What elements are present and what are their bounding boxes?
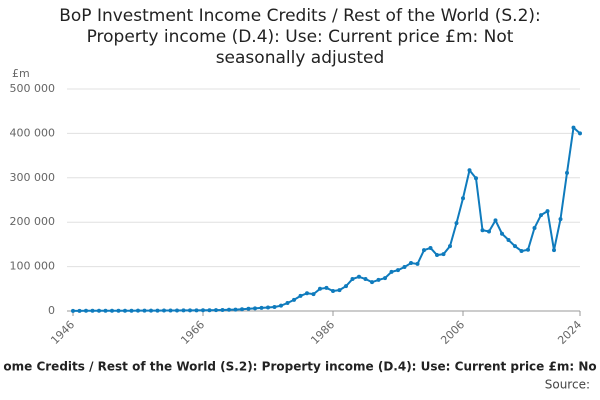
data-point	[142, 308, 147, 313]
x-tick-label: 1966	[178, 318, 207, 347]
y-tick-label: 400 000	[10, 126, 56, 139]
data-point	[350, 277, 355, 282]
data-point	[220, 307, 225, 312]
data-point	[84, 308, 88, 313]
x-tick-label: 2006	[438, 318, 467, 347]
x-tick-label: 1946	[48, 318, 77, 347]
data-point	[519, 249, 524, 254]
data-point	[233, 307, 238, 312]
data-point	[389, 269, 394, 274]
data-point	[279, 303, 283, 308]
data-point	[155, 308, 160, 313]
data-point	[428, 245, 433, 250]
data-point	[545, 209, 550, 214]
data-point	[90, 308, 95, 313]
data-point	[383, 276, 387, 281]
y-axis-label: £m	[12, 67, 30, 80]
data-point	[539, 213, 543, 218]
data-point	[253, 306, 257, 311]
data-point	[526, 247, 530, 252]
data-point	[422, 248, 426, 253]
data-point	[123, 308, 127, 313]
y-tick-label: 200 000	[10, 215, 56, 228]
data-point	[194, 308, 199, 313]
data-point	[201, 308, 205, 313]
data-point	[175, 308, 179, 313]
data-point	[363, 277, 368, 282]
data-point	[376, 277, 381, 282]
data-point	[331, 289, 335, 294]
data-point	[136, 308, 140, 313]
data-point	[513, 244, 517, 249]
data-point	[298, 293, 303, 298]
data-point	[116, 308, 121, 313]
data-point	[311, 292, 316, 297]
data-point	[506, 237, 511, 242]
data-point	[448, 244, 452, 249]
data-point	[285, 301, 290, 306]
data-point	[246, 306, 251, 311]
y-tick-label: 300 000	[10, 171, 56, 184]
source: Source:	[545, 378, 590, 392]
data-point	[532, 225, 537, 230]
data-point	[461, 196, 465, 201]
y-tick-label: 0	[48, 304, 55, 317]
data-point	[188, 308, 192, 313]
data-point	[168, 308, 173, 313]
data-point	[402, 265, 407, 270]
x-tick-label: 1986	[308, 318, 337, 347]
data-point	[318, 286, 322, 291]
data-point	[474, 176, 478, 181]
data-point	[480, 228, 485, 233]
data-point	[214, 308, 218, 313]
data-point	[227, 307, 231, 312]
data-point	[240, 307, 244, 312]
y-tick-label: 500 000	[10, 82, 56, 95]
data-point	[110, 308, 114, 313]
data-point	[324, 285, 329, 290]
data-point	[435, 253, 439, 258]
data-point	[103, 308, 108, 313]
data-point	[266, 305, 270, 310]
data-point	[292, 297, 296, 302]
data-point	[409, 261, 413, 266]
data-point	[71, 308, 75, 313]
data-point	[344, 284, 348, 289]
data-point	[552, 248, 556, 253]
data-point	[500, 231, 504, 236]
data-point	[337, 288, 342, 293]
y-tick-label: 100 000	[10, 260, 56, 273]
series-line	[73, 125, 581, 312]
data-point	[149, 308, 153, 313]
x-tick-label: 2024	[555, 318, 584, 347]
data-point	[181, 308, 186, 313]
data-point	[97, 308, 101, 313]
data-point	[357, 274, 361, 279]
data-point	[162, 308, 166, 313]
footer: ome Credits / Rest of the World (S.2): P…	[3, 360, 596, 374]
data-point	[305, 291, 309, 296]
data-point	[370, 280, 374, 285]
data-point	[441, 252, 446, 257]
data-point	[493, 218, 498, 223]
chart-title: BoP Investment Income Credits / Rest of …	[59, 6, 541, 68]
data-point	[77, 308, 82, 313]
data-point	[571, 125, 576, 130]
data-point	[415, 261, 420, 266]
data-point	[129, 308, 134, 313]
data-point	[272, 305, 277, 310]
data-point	[396, 268, 400, 273]
data-point	[207, 308, 212, 313]
data-point	[467, 168, 472, 173]
data-point	[259, 305, 264, 310]
data-point	[578, 131, 582, 136]
data-point	[565, 170, 569, 175]
data-point	[454, 221, 459, 226]
data-point	[487, 229, 491, 234]
data-point	[558, 217, 563, 222]
